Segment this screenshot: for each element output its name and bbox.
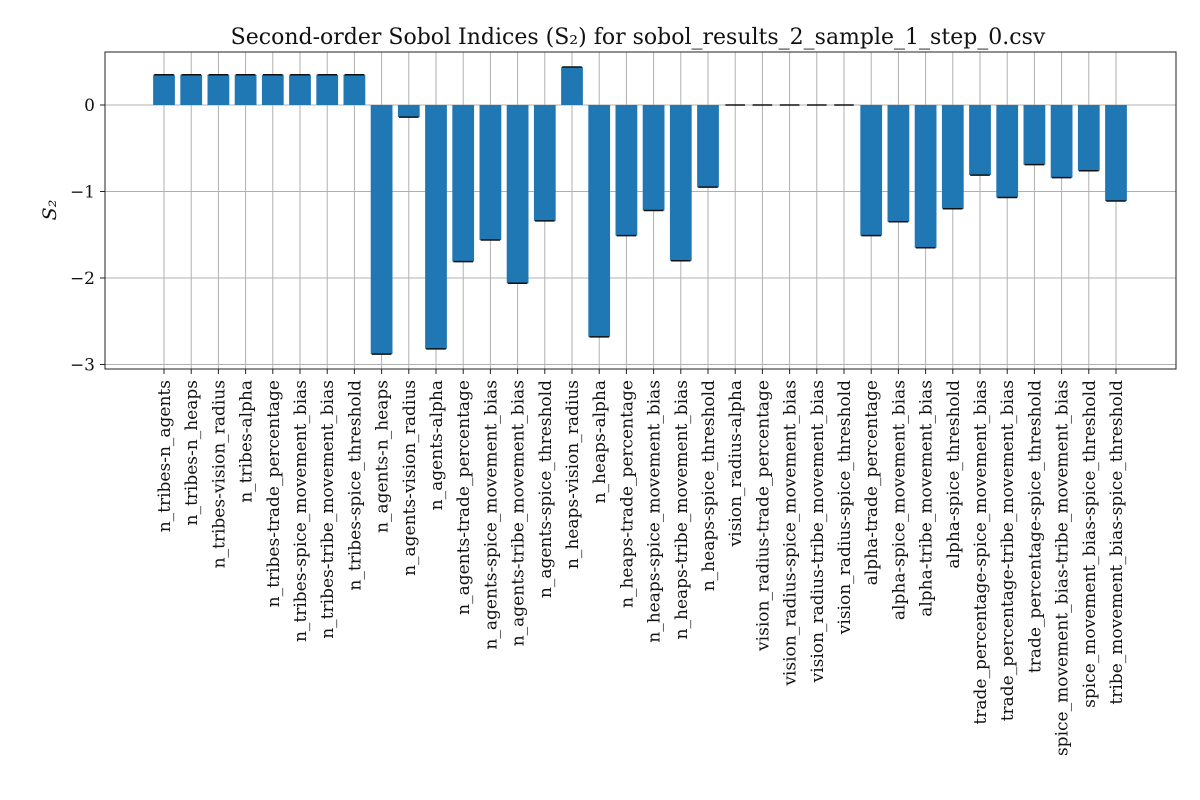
- y-ticks: 0 −1 −2 −3: [70, 96, 105, 376]
- bar: [506, 105, 529, 284]
- bar: [153, 74, 175, 105]
- bar: [452, 105, 475, 262]
- bar: [533, 105, 556, 221]
- x-tick-label: n_tribes-alpha: [237, 380, 257, 503]
- bar: [669, 105, 692, 261]
- x-tick-label: n_tribes-n_heaps: [182, 380, 202, 525]
- x-tick-label: alpha-trade_percentage: [862, 380, 882, 585]
- plot-frame: [104, 51, 1177, 370]
- x-tick-label: trade_percentage-tribe_movement_bias: [998, 380, 1018, 721]
- bar: [642, 105, 665, 211]
- bar: [180, 74, 203, 105]
- x-tick-label: n_heaps-alpha: [590, 380, 610, 503]
- y-axis-label: S₂: [39, 200, 61, 221]
- x-tick-label: vision_radius-trade_percentage: [753, 380, 773, 652]
- x-tick-label: n_heaps-tribe_movement_bias: [672, 380, 692, 639]
- bar: [479, 105, 502, 240]
- bar: [887, 105, 910, 222]
- bar: [1050, 105, 1073, 178]
- bar: [425, 105, 447, 349]
- bar: [561, 66, 583, 105]
- x-tick-label: vision_radius-tribe_movement_bias: [808, 380, 828, 683]
- bar: [261, 74, 284, 105]
- x-tick-label: vision_radius-alpha: [726, 380, 746, 547]
- y-tick-label: −3: [70, 356, 95, 376]
- x-tick-label: n_agents-alpha: [427, 380, 447, 510]
- bar: [1077, 105, 1100, 171]
- bar: [343, 74, 366, 105]
- x-ticks: n_tribes-n_agents n_tribes-n_heaps n_tribe…: [155, 369, 1127, 756]
- x-tick-label: n_tribes-spice_threshold: [345, 380, 365, 591]
- bar: [1105, 105, 1127, 202]
- x-tick-label: n_agents-vision_radius: [400, 380, 420, 576]
- x-tick-label: n_tribes-tribe_movement_bias: [318, 380, 338, 639]
- bar: [289, 74, 311, 105]
- bar: [234, 74, 257, 105]
- x-tick-label: vision_radius-spice_movement_bias: [781, 380, 801, 687]
- bar: [860, 105, 883, 236]
- bar: [941, 105, 964, 209]
- x-tick-label: n_agents-n_heaps: [373, 380, 393, 533]
- x-tick-label: trade_percentage-spice_threshold: [1025, 380, 1045, 673]
- error-bars: [154, 66, 1126, 355]
- bar: [914, 105, 937, 248]
- x-tick-label: spice_movement_bias-spice_threshold: [1080, 380, 1100, 708]
- bar: [207, 74, 230, 105]
- x-tick-label: vision_radius-spice_threshold: [835, 380, 855, 635]
- bar: [697, 105, 719, 188]
- x-tick-label: n_heaps-vision_radius: [563, 380, 583, 569]
- x-tick-label: alpha-spice_threshold: [944, 380, 964, 569]
- chart-title: Second-order Sobol Indices (S₂) for sobo…: [231, 25, 1046, 50]
- x-tick-label: n_tribes-trade_percentage: [264, 380, 284, 607]
- x-tick-label: tribe_movement_bias-spice_threshold: [1107, 380, 1127, 705]
- x-tick-label: trade_percentage-spice_movement_bias: [971, 380, 991, 725]
- y-tick-label: 0: [84, 96, 95, 116]
- x-tick-label: n_heaps-trade_percentage: [617, 380, 637, 608]
- bar: [588, 105, 611, 337]
- x-tick-label: n_agents-tribe_movement_bias: [509, 380, 529, 646]
- x-tick-label: n_agents-spice_threshold: [536, 380, 556, 598]
- bar: [397, 105, 420, 118]
- x-tick-label: alpha-spice_movement_bias: [889, 380, 909, 620]
- bar: [996, 105, 1019, 198]
- bars: [153, 66, 1127, 355]
- y-tick-label: −2: [70, 269, 95, 289]
- x-tick-label: n_heaps-spice_movement_bias: [645, 380, 665, 643]
- y-tick-label: −1: [70, 183, 95, 203]
- x-tick-label: n_tribes-vision_radius: [209, 380, 229, 568]
- bar: [316, 74, 339, 105]
- bar: [969, 105, 991, 176]
- x-tick-label: alpha-tribe_movement_bias: [917, 380, 937, 617]
- x-tick-label: n_heaps-spice_threshold: [699, 380, 719, 591]
- x-tick-label: n_agents-spice_movement_bias: [481, 380, 501, 650]
- bar: [1023, 105, 1046, 165]
- bar: [615, 105, 638, 236]
- x-tick-label: n_agents-trade_percentage: [454, 380, 474, 615]
- x-tick-label: n_tribes-spice_movement_bias: [291, 380, 311, 642]
- bar: [370, 105, 393, 355]
- x-tick-label: spice_movement_bias-tribe_movement_bias: [1053, 380, 1073, 756]
- x-tick-label: n_tribes-n_agents: [155, 380, 175, 532]
